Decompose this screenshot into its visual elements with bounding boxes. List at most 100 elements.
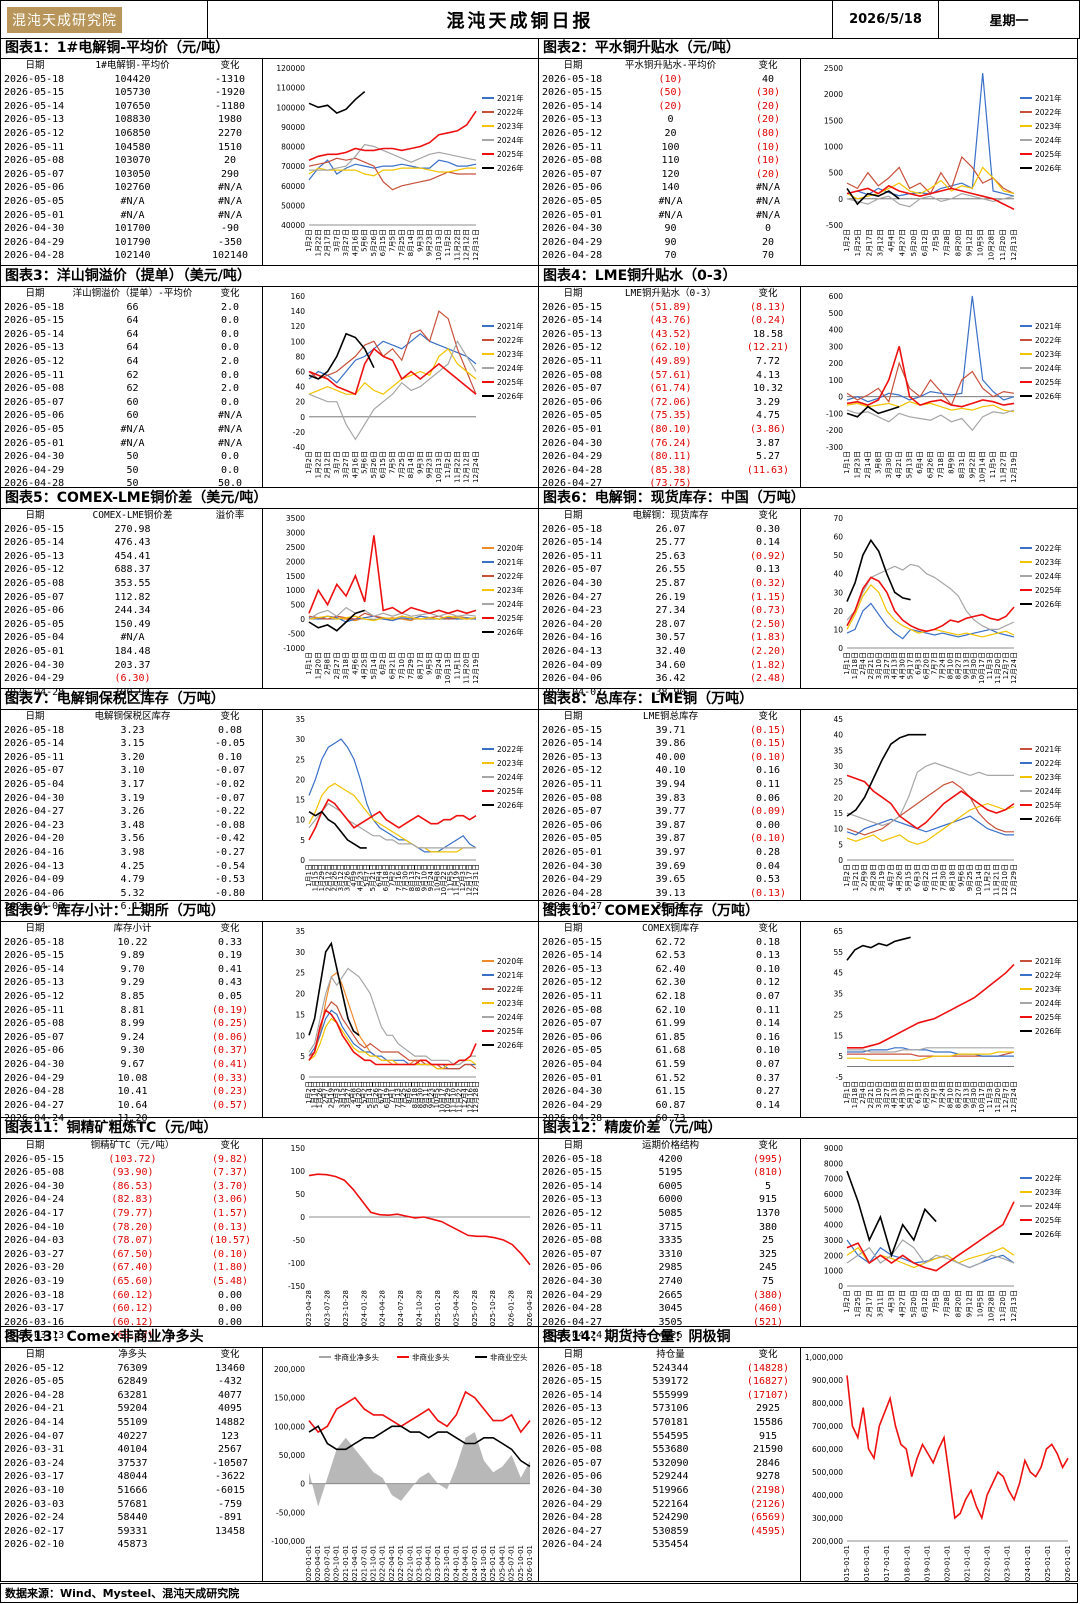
table-cell: 2026-04-27 (542, 901, 603, 913)
table-row: 2026-04-09 34.60 (1.82) (539, 659, 800, 673)
table-row: 2026-05-18 4200 (995) (539, 1153, 800, 1167)
series-line (308, 967, 476, 1066)
x-tick-label: 3月10日 (875, 652, 883, 679)
table-cell (199, 563, 261, 577)
x-tick-label: 1月2日 (305, 451, 313, 474)
table-cell: 2026-05-13 (542, 963, 603, 975)
panel-title: 图表2：平水铜升贴水（元/吨） (539, 38, 1077, 59)
table-cell: 102760 (114, 182, 151, 194)
legend-label: 2025年 (1035, 377, 1062, 387)
table-row: 2026-03-17 (60.12) 0.00 (1, 1302, 262, 1316)
table-cell: 48044 (117, 1471, 148, 1483)
table-cell: 0.00 (217, 1303, 243, 1315)
table-header-cell: 变化 (220, 923, 240, 934)
table-cell: 36.42 (655, 673, 686, 685)
table-row: 2026-05-06 61.85 0.16 (539, 1031, 800, 1045)
table-cell: (0.37) (211, 1045, 249, 1057)
table-cell: (57.61) (649, 369, 692, 381)
table-row: 2026-05-18 26.07 0.30 (539, 523, 800, 537)
table-cell: #N/A (217, 410, 243, 422)
table-cell: 2026-04-24 (542, 1330, 603, 1342)
panel-title: 图表10：COMEX铜库存（万吨） (539, 901, 1077, 922)
table-row: 2026-04-24 (82.83) (3.06) (1, 1193, 262, 1207)
x-tick-label: 10月17日 (439, 1081, 447, 1113)
y-tick-label: 500 (829, 309, 844, 318)
table-cell: 101790 (114, 236, 151, 248)
table-cell: 2026-04-29 (542, 874, 603, 886)
table-cell: (7.37) (211, 1167, 249, 1179)
x-tick-label: 10月13日 (444, 652, 452, 684)
series-line (308, 347, 477, 395)
x-tick-label: 2024-01-01 (1024, 1545, 1032, 1581)
y-tick-label: 20 (295, 990, 305, 999)
table-cell: 2026-05-01 (542, 846, 603, 858)
table-cell: 2026-03-19 (4, 1275, 65, 1287)
table-cell: 2026-04-30 (542, 223, 603, 235)
x-tick-label: 4月7日 (887, 864, 895, 887)
table-cell: 2026-05-11 (542, 355, 603, 367)
legend-label: 2023年 (1035, 557, 1062, 567)
table-cell: 3.29 (755, 396, 781, 408)
table-cell: (67.50) (111, 1248, 154, 1260)
x-tick-label: 5月6日 (361, 229, 369, 252)
table-cell: 40.00 (655, 751, 686, 763)
y-tick-label: 45 (833, 715, 843, 724)
table-row: 2026-05-08 62 2.0 (1, 382, 262, 396)
table-cell: (2.48) (749, 673, 787, 685)
table-cell: 2026-04-30 (4, 792, 65, 804)
y-tick-label: 8000 (824, 1159, 843, 1168)
table-cell: (0.73) (749, 605, 787, 617)
table-cell: 6.12 (120, 901, 145, 913)
table-cell: 2026-05-18 (542, 1362, 603, 1374)
table-cell: 0.14 (755, 1018, 781, 1030)
table-row: 2026-05-15 39.71 (0.15) (539, 724, 800, 738)
table-cell: 2026-05-05 (4, 1376, 65, 1388)
series-line (309, 143, 477, 171)
x-tick-label: 4月13日 (891, 652, 899, 679)
x-tick-label: 12月24日 (1010, 652, 1018, 684)
legend-label: 2026年 (1035, 814, 1062, 824)
x-tick-label: 8月27日 (954, 1081, 962, 1108)
legend-label: 2026年 (1035, 1229, 1062, 1239)
table-row: 2026-04-09 4.79 -0.53 (1, 873, 262, 887)
table-header-cell: 日期 (25, 1349, 45, 1360)
x-tick-label: 3月27日 (342, 229, 350, 256)
table-cell: 4095 (217, 1403, 243, 1415)
x-tick-label: 4月3日 (888, 1290, 896, 1313)
table-row: 2026-04-06 36.42 (2.48) (539, 672, 800, 686)
x-tick-label: 4月6日 (351, 652, 359, 675)
table-cell: (93.90) (111, 1167, 154, 1179)
x-tick-label: 3月19日 (878, 864, 886, 891)
table-cell: (380) (752, 1289, 784, 1301)
table-row: 2026-05-13 0 (20) (539, 113, 800, 127)
x-tick-label: 2月17日 (865, 229, 873, 256)
x-tick-label: 4月30日 (899, 1081, 907, 1108)
table-cell: 10.64 (117, 1099, 148, 1111)
table-row: 2026-05-07 103050 290 (1, 168, 262, 182)
table-cell: -0.08 (214, 819, 246, 831)
table-row: 2026-05-14 3.15 -0.05 (1, 737, 262, 751)
x-tick-label: 2月28日 (869, 864, 877, 891)
table-row: 2026-04-23 3.48 -0.08 (1, 819, 262, 833)
x-tick-label: 9月25日 (966, 864, 974, 891)
x-tick-label: 6月4日 (376, 864, 384, 887)
y-tick-label: 45 (833, 969, 843, 978)
table-cell: (62.10) (649, 342, 692, 354)
table-row: 2026-05-08 8.99 (0.25) (1, 1017, 262, 1031)
table-cell: 40 (761, 73, 775, 85)
x-tick-label: 10月28日 (988, 229, 996, 261)
series-line (308, 1390, 531, 1434)
table-cell: 0.0 (220, 451, 240, 463)
table-cell: 2.0 (220, 383, 240, 395)
y-tick-label: 15 (833, 1031, 843, 1040)
table-cell: 10.41 (117, 1086, 148, 1098)
table-row: 2026-05-05 #N/A #N/A (1, 423, 262, 437)
y-tick-label: 0 (838, 1282, 843, 1291)
table-cell: (6.30) (114, 673, 151, 685)
table-cell: 2026-05-04 (542, 1058, 603, 1070)
table-row: 2026-04-30 203.37 (1, 659, 262, 673)
table-cell: 40.10 (655, 765, 686, 777)
table-cell: 112.82 (114, 591, 151, 603)
table-row: 2026-05-06 529244 9278 (539, 1470, 800, 1484)
table-cell: (1.83) (749, 632, 787, 644)
